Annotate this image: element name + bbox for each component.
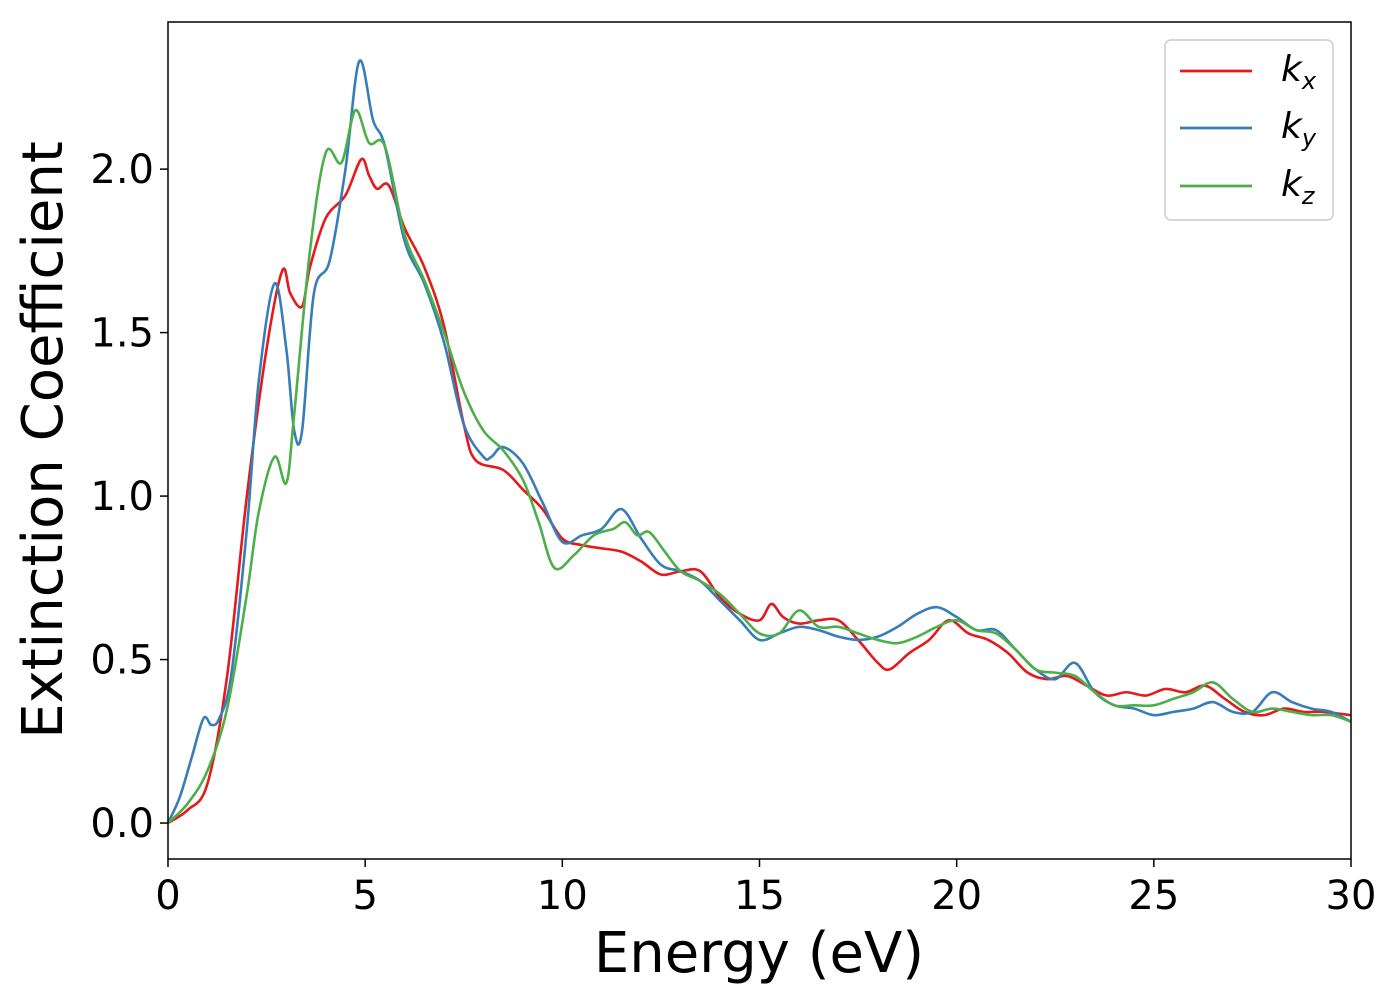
legend-box bbox=[1164, 39, 1334, 221]
x-tick-label: 25 bbox=[1128, 873, 1179, 919]
series-line-z bbox=[167, 108, 1352, 824]
legend-label-y: ky bbox=[1281, 106, 1317, 152]
legend: kx ky kz bbox=[1164, 39, 1334, 221]
x-tick-label: 15 bbox=[734, 873, 785, 919]
legend-label-x: kx bbox=[1281, 49, 1317, 95]
x-tick-label: 30 bbox=[1326, 873, 1377, 919]
y-tick-label: 1.5 bbox=[90, 311, 154, 357]
y-axis: 0.0 0.5 1.0 1.5 2.0 bbox=[90, 147, 168, 847]
y-tick-label: 2.0 bbox=[90, 147, 154, 193]
x-axis: 0 5 10 15 20 25 30 bbox=[155, 859, 1376, 919]
y-axis-label: Extinction Coefficient bbox=[11, 141, 76, 739]
x-tick-label: 20 bbox=[931, 873, 982, 919]
x-tick-label: 5 bbox=[352, 873, 377, 919]
legend-label-z: kz bbox=[1281, 164, 1316, 210]
y-tick-label: 0.0 bbox=[90, 801, 154, 847]
x-tick-label: 10 bbox=[537, 873, 588, 919]
x-axis-label: Energy (eV) bbox=[594, 921, 924, 986]
y-tick-label: 1.0 bbox=[90, 474, 154, 520]
y-tick-label: 0.5 bbox=[90, 638, 154, 684]
series-layer bbox=[166, 59, 1352, 825]
x-tick-label: 0 bbox=[155, 873, 180, 919]
series-line-x bbox=[167, 157, 1352, 825]
